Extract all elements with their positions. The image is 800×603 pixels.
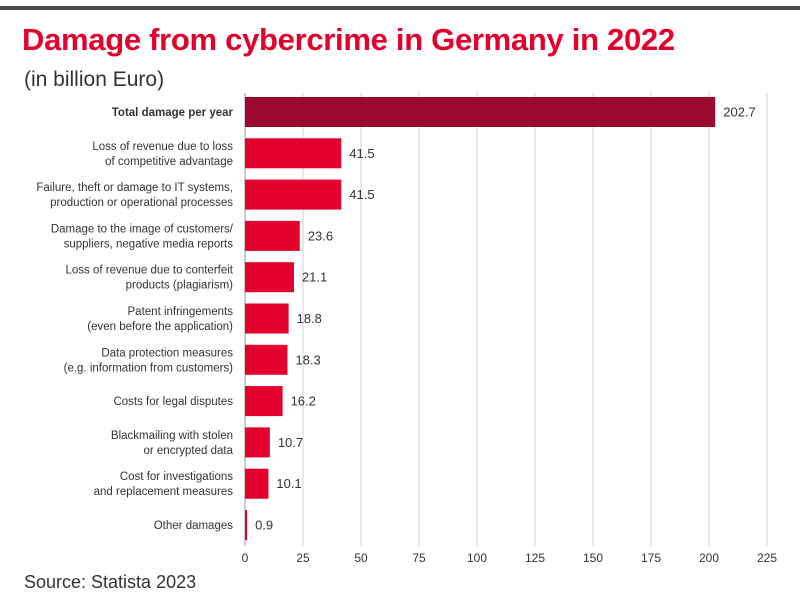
- bar-value-label: 18.3: [295, 352, 320, 367]
- source-note: Source: Statista 2023: [24, 572, 197, 592]
- bar: [245, 427, 270, 458]
- x-tick-label: 225: [757, 551, 777, 565]
- bar: [245, 510, 248, 540]
- category-label: Total damage per year: [112, 107, 234, 119]
- bar-value-label: 23.6: [308, 228, 333, 243]
- category-label: Costs for legal disputes: [113, 396, 233, 408]
- category-label: Other damages: [154, 520, 234, 532]
- bar-value-label: 10.1: [276, 476, 301, 491]
- bar: [245, 344, 288, 375]
- bar-value-label: 21.1: [302, 270, 327, 285]
- bar: [245, 303, 289, 334]
- category-label: Loss of revenue due to conterfeit product…: [66, 265, 234, 292]
- bar: [245, 138, 342, 169]
- bar-value-label: 10.7: [278, 435, 303, 450]
- category-label: Blackmailing with stolen or encrypted dat…: [111, 430, 234, 457]
- bar: [245, 179, 342, 210]
- bar: [245, 262, 294, 293]
- bar: [245, 97, 716, 127]
- x-tick-label: 150: [583, 551, 603, 565]
- category-label: Loss of revenue due to loss of competitiv…: [92, 141, 233, 168]
- category-label: Data protection measures (e.g. informatio…: [64, 347, 234, 374]
- x-tick-label: 75: [412, 551, 426, 565]
- bar-value-label: 0.9: [255, 518, 273, 533]
- x-tick-label: 50: [354, 551, 368, 565]
- bar: [245, 220, 300, 251]
- x-tick-label: 200: [699, 551, 719, 565]
- bar: [245, 386, 283, 417]
- x-tick-label: 0: [242, 551, 249, 565]
- x-tick-label: 100: [467, 551, 487, 565]
- category-label: Failure, theft or damage to IT systems, p…: [36, 182, 233, 209]
- x-tick-label: 175: [641, 551, 661, 565]
- category-label: Cost for investigations and replacement m…: [94, 471, 234, 498]
- category-label: Patent infringements (even before the app…: [87, 306, 233, 333]
- bar-value-label: 16.2: [291, 394, 316, 409]
- chart-title: Damage from cybercrime in Germany in 202…: [22, 22, 675, 57]
- bar-value-label: 41.5: [349, 187, 374, 202]
- bars: [245, 97, 716, 540]
- category-label: Damage to the image of customers/supplie…: [51, 223, 234, 250]
- bar-value-label: 41.5: [349, 146, 374, 161]
- x-tick-label: 125: [525, 551, 545, 565]
- bar: [245, 468, 269, 499]
- labels: 0 25 50 75 100 125 150 175 200 225 202.7 Total dama…: [36, 105, 777, 566]
- bar-value-label: 202.7: [723, 105, 756, 120]
- chart-subtitle: (in billion Euro): [24, 68, 165, 91]
- x-tick-label: 25: [296, 551, 310, 565]
- bar-value-label: 18.8: [297, 311, 322, 326]
- top-rule: [0, 6, 800, 10]
